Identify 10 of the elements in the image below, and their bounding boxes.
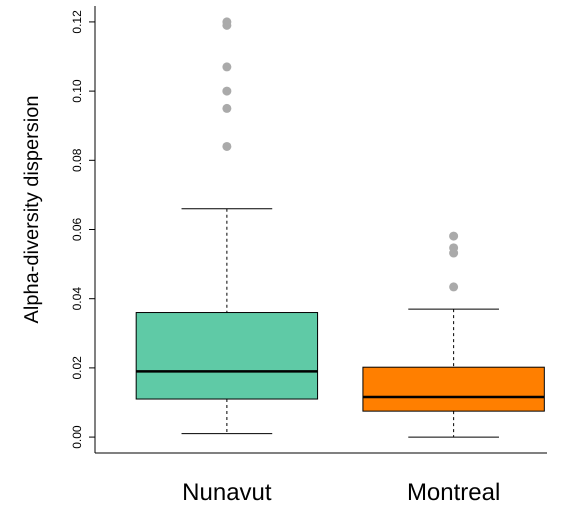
- y-tick-label: 0.10: [70, 79, 84, 103]
- y-axis-title: Alpha-diversity dispersion: [21, 96, 43, 324]
- x-tick-label: Montreal: [406, 479, 500, 506]
- y-tick-label: 0.00: [70, 425, 84, 449]
- y-tick-label: 0.04: [70, 286, 84, 310]
- x-tick-label: Nunavut: [182, 479, 272, 506]
- y-tick-label: 0.06: [70, 218, 84, 242]
- y-tick-label: 0.02: [70, 356, 84, 380]
- y-tick-label: 0.12: [70, 10, 84, 34]
- y-tick-label: 0.08: [70, 148, 84, 172]
